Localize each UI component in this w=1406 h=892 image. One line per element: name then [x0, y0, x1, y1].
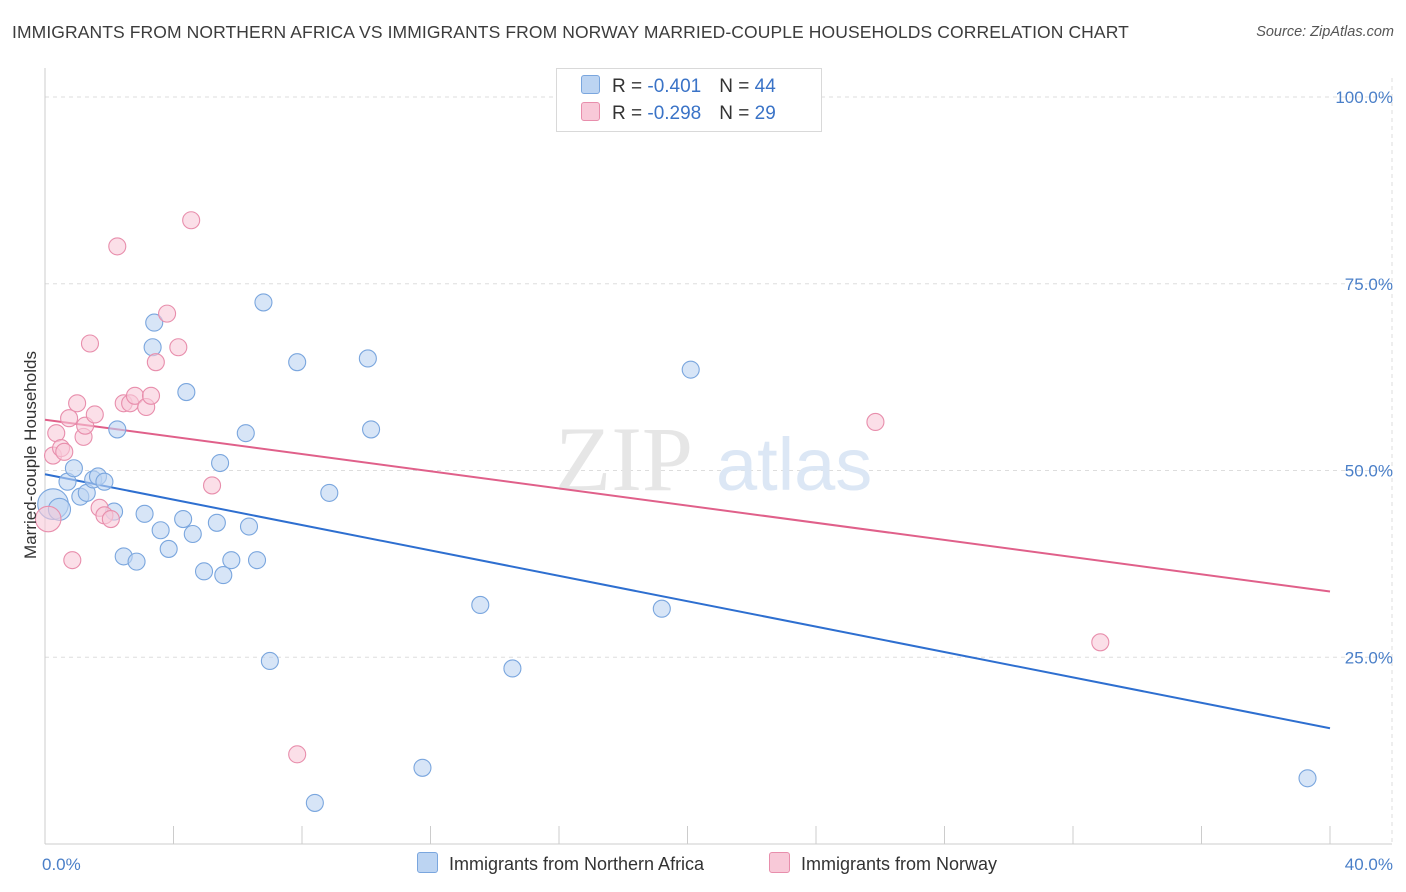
- point-blue: [127, 552, 146, 571]
- y-tick-label: 25.0%: [1345, 648, 1393, 667]
- point-blue: [177, 383, 196, 402]
- point-pink: [146, 353, 165, 372]
- trend-line-blue: [44, 473, 1331, 730]
- r-label-blue: R =: [612, 76, 648, 97]
- point-blue: [1298, 769, 1317, 788]
- r-label-pink: R =: [612, 103, 648, 124]
- point-blue: [214, 566, 233, 585]
- point-blue: [108, 420, 127, 439]
- trend-lines: [44, 418, 1331, 730]
- r-value-pink: -0.298: [647, 103, 702, 124]
- point-pink: [158, 304, 177, 323]
- pink-swatch: [581, 102, 600, 121]
- point-pink: [141, 386, 161, 405]
- point-blue: [503, 659, 522, 678]
- point-pink: [60, 409, 79, 428]
- point-blue: [254, 293, 273, 312]
- point-blue: [362, 420, 381, 439]
- trend-line-pink: [44, 418, 1331, 593]
- point-pink: [101, 510, 120, 529]
- point-blue: [288, 353, 307, 372]
- point-blue: [207, 513, 226, 532]
- n-value-blue: 44: [754, 76, 776, 97]
- y-tick-label: 100.0%: [1335, 88, 1393, 107]
- point-blue: [652, 599, 671, 618]
- point-blue: [194, 562, 214, 581]
- x-tick-label: 0.0%: [42, 855, 81, 874]
- point-blue: [64, 459, 83, 478]
- point-pink: [85, 405, 104, 424]
- legend-swatch-pink: [769, 852, 790, 873]
- point-pink: [68, 394, 87, 413]
- point-blue: [135, 504, 154, 523]
- point-pink: [55, 442, 74, 461]
- point-blue: [145, 313, 164, 332]
- point-pink: [47, 424, 66, 443]
- blue-swatch: [581, 75, 600, 94]
- data-points: [34, 211, 1317, 812]
- point-blue: [471, 595, 490, 615]
- y-tick-label: 75.0%: [1345, 275, 1393, 294]
- point-blue: [320, 483, 339, 502]
- point-blue: [95, 472, 114, 491]
- point-blue: [247, 551, 267, 570]
- y-tick-label: 50.0%: [1345, 462, 1393, 481]
- point-pink: [203, 476, 222, 495]
- point-blue: [211, 453, 230, 473]
- r-value-blue: -0.401: [647, 76, 702, 97]
- point-blue: [305, 793, 324, 812]
- point-blue: [260, 651, 279, 671]
- watermark-zip: ZIP: [555, 408, 693, 510]
- tick-labels: 25.0% 50.0% 75.0% 100.0% 0.0% 40.0%: [42, 88, 1393, 874]
- point-blue: [358, 349, 377, 368]
- stats-legend-row-pink: R = -0.298 N = 29: [581, 102, 776, 126]
- point-pink: [63, 551, 82, 570]
- point-blue: [239, 517, 259, 536]
- point-blue: [143, 338, 162, 357]
- watermark-atlas: atlas: [716, 423, 872, 506]
- watermark: ZIP atlas: [555, 408, 872, 510]
- legend-swatch-blue: [417, 852, 438, 873]
- point-pink: [80, 334, 100, 353]
- point-blue: [151, 521, 170, 540]
- n-label-pink: N =: [719, 103, 755, 124]
- point-pink: [182, 211, 201, 230]
- point-pink: [108, 237, 127, 256]
- point-pink: [288, 745, 307, 764]
- source-label: Source: ZipAtlas.com: [1256, 24, 1394, 40]
- point-blue: [236, 424, 255, 443]
- point-pink: [169, 338, 188, 357]
- legend-item-norway[interactable]: Immigrants from Norway: [769, 852, 997, 875]
- point-blue: [183, 524, 202, 544]
- chart-title: IMMIGRANTS FROM NORTHERN AFRICA VS IMMIG…: [12, 22, 1129, 42]
- legend-item-northern-africa[interactable]: Immigrants from Northern Africa: [417, 852, 704, 875]
- point-blue: [174, 510, 193, 529]
- point-pink: [866, 412, 885, 431]
- legend-label-norway: Immigrants from Norway: [801, 854, 998, 874]
- point-pink: [1091, 633, 1110, 652]
- y-axis-label: Married-couple Households: [21, 351, 40, 559]
- stats-legend: R = -0.401 N = 44 R = -0.298 N = 29: [556, 68, 822, 132]
- n-value-pink: 29: [754, 103, 776, 124]
- legend-label-northern-africa: Immigrants from Northern Africa: [449, 854, 705, 874]
- point-blue: [413, 758, 432, 777]
- point-blue: [222, 551, 241, 570]
- point-blue: [159, 539, 178, 558]
- stats-legend-row-blue: R = -0.401 N = 44: [581, 75, 776, 99]
- x-tick-label: 40.0%: [1345, 855, 1393, 874]
- n-label-blue: N =: [719, 76, 755, 97]
- point-blue: [681, 360, 700, 379]
- point-pink: [34, 505, 62, 533]
